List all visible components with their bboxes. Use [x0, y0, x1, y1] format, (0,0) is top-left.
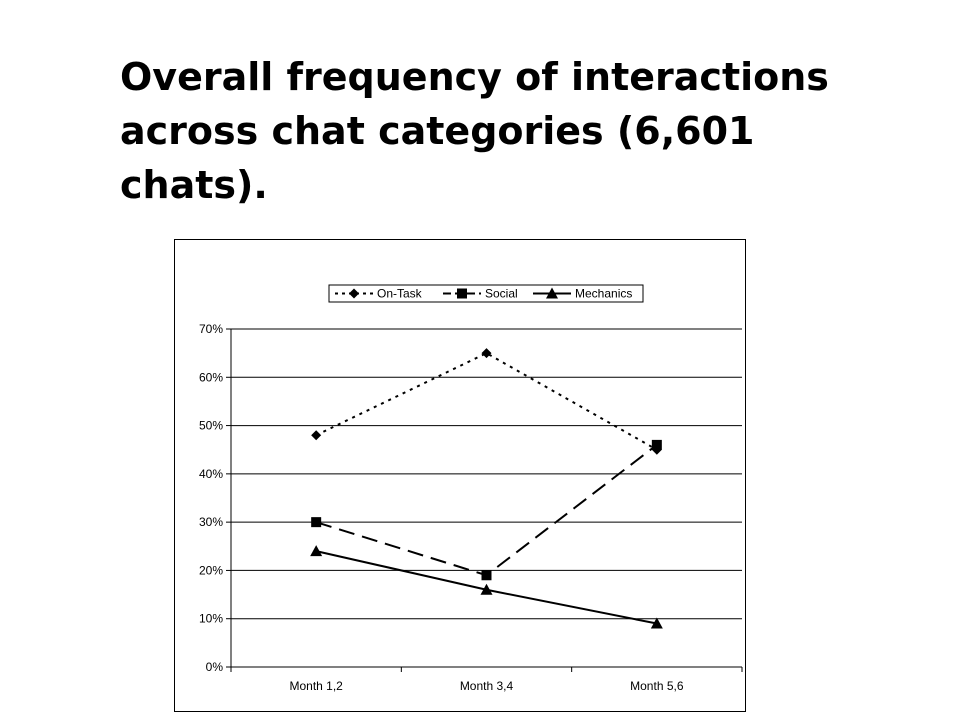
- series-line-on-task: [315, 352, 658, 451]
- y-tick-label: 20%: [199, 563, 223, 577]
- x-tick-label: Month 5,6: [630, 679, 684, 693]
- chart-frame: 0% 10% 20% 30% 40% 50% 60% 70% Month 1,2 Month 3,…: [174, 239, 746, 712]
- data-point-social: [651, 439, 662, 450]
- data-point-social: [481, 570, 492, 581]
- legend-box: [328, 284, 644, 303]
- legend-label-on-task: On-Task: [377, 287, 423, 301]
- series-line-social: [315, 444, 658, 577]
- data-point-mechanics: [310, 545, 323, 557]
- legend-label-social: Social: [485, 287, 518, 301]
- y-tick-label: 60%: [199, 370, 223, 384]
- x-tick-label: Month 1,2: [289, 679, 343, 693]
- y-tick-label: 0%: [206, 660, 224, 674]
- data-point-mechanics: [650, 617, 663, 629]
- y-tick-label: 10%: [199, 612, 223, 626]
- legend-marker-social: [457, 288, 467, 299]
- y-tick-label: 40%: [199, 467, 223, 481]
- data-point-on-task: [311, 430, 322, 441]
- y-tick-label: 50%: [199, 419, 223, 433]
- legend-marker-mechanics: [546, 287, 558, 299]
- legend-label-mechanics: Mechanics: [575, 287, 632, 301]
- legend-marker-on-task: [349, 288, 359, 299]
- y-tick-label: 30%: [199, 515, 223, 529]
- line-chart: 0% 10% 20% 30% 40% 50% 60% 70% Month 1,2 Month 3,…: [199, 284, 743, 693]
- y-tick-label: 70%: [199, 322, 223, 336]
- slide-title: Overall frequency of interactions across…: [120, 55, 829, 207]
- data-point-social: [311, 517, 322, 528]
- data-point-on-task: [481, 348, 492, 359]
- data-point-mechanics: [480, 583, 493, 595]
- x-tick-label: Month 3,4: [460, 679, 514, 693]
